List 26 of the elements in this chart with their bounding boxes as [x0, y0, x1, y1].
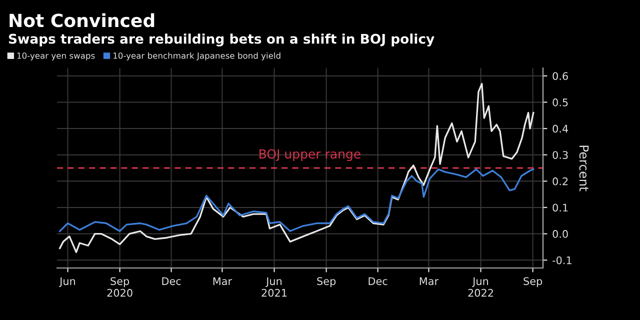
x-tick-label: Sep	[317, 277, 336, 288]
line-series	[58, 168, 534, 232]
x-tick-label: Sep	[524, 277, 542, 288]
x-tick-label: Dec	[368, 277, 388, 286]
y-tick-label: 0.3	[552, 151, 568, 159]
y-tick-label: 0.4	[552, 124, 568, 133]
x-tick-label: Dec	[162, 277, 181, 286]
chart-title: Not Convinced	[10, 13, 154, 28]
y-tick-label: -0.1	[552, 256, 572, 264]
legend-label: 10-year yen swaps	[17, 52, 95, 60]
y-tick-label: 0.6	[552, 72, 568, 80]
chart-subtitle: Swaps traders are rebuilding bets on a shift in BOJ policy	[8, 34, 434, 46]
ref-line-label: BOJ upper range	[260, 149, 360, 162]
y-axis-title: Percent	[579, 146, 589, 192]
y-tick-label: 0.5	[552, 98, 568, 106]
legend-label: 10-year benchmark Japanese bond yield	[114, 52, 280, 60]
x-tick-label: Sep 2020	[107, 277, 132, 297]
x-tick-label: Jun 2021	[262, 277, 287, 297]
line-series	[58, 82, 534, 254]
y-tick-label: 0.1	[552, 204, 568, 212]
x-tick-label: Mar	[213, 277, 232, 286]
x-tick-label: Jun	[59, 277, 76, 288]
x-tick-label: Mar	[420, 277, 439, 286]
y-tick-label: 0.0	[552, 230, 568, 238]
y-tick-label: 0.2	[552, 177, 568, 186]
x-tick-label: Jun 2022	[468, 277, 493, 297]
